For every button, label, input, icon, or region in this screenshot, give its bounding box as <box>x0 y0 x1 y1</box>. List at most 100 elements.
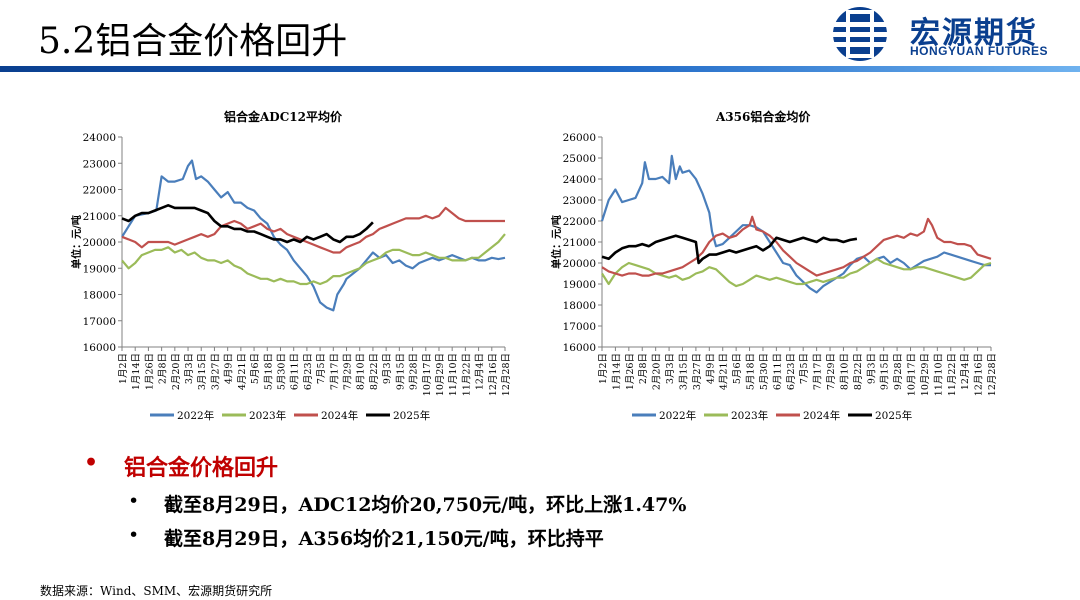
x-tick-label: 10月29日 <box>920 353 931 396</box>
x-tick-label: 1月14日 <box>131 353 142 390</box>
x-tick-label: 2月20日 <box>652 353 663 390</box>
x-tick-label: 6月23日 <box>303 353 314 390</box>
y-tick-label: 19000 <box>563 279 596 291</box>
a356-price-chart: 16000 17000 18000 19000 20000 21000 22000 23000… <box>550 132 998 422</box>
y-tick-label: 24000 <box>563 174 596 186</box>
y-tick-label: 26000 <box>563 132 596 144</box>
x-tick-label: 5月6日 <box>732 353 743 384</box>
x-tick-label: 4月21日 <box>719 353 730 390</box>
sub-bullet-adc12-text: 截至8月29日，ADC12均价20,750元/吨，环比上涨1.47% <box>164 494 687 516</box>
y-tick-label: 20000 <box>83 237 116 249</box>
series-2025-line <box>601 234 858 265</box>
main-bullet-text: 铝合金价格回升 <box>124 455 279 481</box>
x-tick-label: 12月16日 <box>488 353 499 396</box>
y-tick-label: 25000 <box>563 153 596 165</box>
hongyuan-logo-icon <box>828 7 892 61</box>
series-2023-line <box>121 233 506 286</box>
x-tick-label: 7月29日 <box>343 353 354 390</box>
legend-label: 2024年 <box>803 409 840 422</box>
y-tick-label: 17000 <box>563 321 596 333</box>
x-tick-label: 7月17日 <box>813 353 824 390</box>
y-tick-label: 16000 <box>83 342 116 354</box>
x-tick-label: 5月6日 <box>250 353 261 384</box>
x-tick-label: 9月3日 <box>866 353 877 384</box>
x-tick-label: 12月16日 <box>974 353 985 396</box>
page-title: 5.2铝合金价格回升 <box>38 21 348 62</box>
x-tick-label: 5月18日 <box>263 353 274 390</box>
x-tick-label: 2月8日 <box>638 353 649 384</box>
x-tick-label: 8月22日 <box>853 353 864 390</box>
legend-label: 2023年 <box>249 409 286 422</box>
y-tick-label: 16000 <box>563 342 596 354</box>
x-tick-label: 11月10日 <box>448 353 459 396</box>
series-2023-line <box>601 257 992 288</box>
x-tick-label: 8月10日 <box>356 353 367 390</box>
chart-title-adc12: 铝合金ADC12平均价 <box>224 110 342 124</box>
y-tick-label: 21000 <box>83 211 116 223</box>
data-source: 数据来源：Wind、SMM、宏源期货研究所 <box>40 584 273 598</box>
x-tick-label: 3月27日 <box>692 353 703 390</box>
x-tick-label: 11月22日 <box>947 353 958 396</box>
x-tick-label: 7月5日 <box>316 353 327 384</box>
x-tick-label: 5月30日 <box>759 353 770 390</box>
x-tick-label: 12月28日 <box>501 353 512 396</box>
series-2022-line <box>121 159 506 312</box>
x-tick-label: 12月4日 <box>960 353 971 390</box>
header-divider-bar <box>0 66 1080 72</box>
sub-bullet-a356-text: 截至8月29日，A356均价21,150元/吨，环比持平 <box>164 528 604 550</box>
x-tick-label: 7月29日 <box>826 353 837 390</box>
y-axis-label: 单位：元/吨 <box>70 215 83 269</box>
chart-title-a356: A356铝合金均价 <box>716 110 811 124</box>
x-tick-label: 10月29日 <box>435 353 446 396</box>
x-tick-label: 11月10日 <box>933 353 944 396</box>
legend-label: 2024年 <box>321 409 358 422</box>
x-tick-label: 2月8日 <box>158 353 169 384</box>
x-tick-label: 10月17日 <box>422 353 433 396</box>
x-tick-label: 8月10日 <box>839 353 850 390</box>
series-2025-line <box>121 204 374 244</box>
x-tick-label: 8月22日 <box>369 353 380 390</box>
x-tick-label: 7月17日 <box>329 353 340 390</box>
logo-chinese-name: 宏源期货 <box>910 16 1038 51</box>
y-tick-label: 18000 <box>563 300 596 312</box>
adc12-price-chart: 16000 17000 18000 19000 20000 21000 22000 23000… <box>70 132 512 422</box>
logo-english-name: HONGYUAN FUTURES <box>910 44 1049 58</box>
y-axis-label: 单位：元/吨 <box>550 215 563 269</box>
legend-label: 2022年 <box>177 409 214 422</box>
y-tick-label: 19000 <box>83 263 116 275</box>
x-tick-label: 9月3日 <box>382 353 393 384</box>
y-tick-label: 24000 <box>83 132 116 144</box>
y-tick-label: 23000 <box>563 195 596 207</box>
company-logo: 宏源期货 HONGYUAN FUTURES <box>826 6 1074 62</box>
x-tick-label: 9月28日 <box>893 353 904 390</box>
y-tick-label: 18000 <box>83 290 116 302</box>
y-tick-label: 17000 <box>83 316 116 328</box>
series-2024-line <box>121 206 505 254</box>
x-tick-label: 7月5日 <box>799 353 810 384</box>
x-tick-label: 5月30日 <box>276 353 287 390</box>
x-tick-label: 5月18日 <box>746 353 757 390</box>
x-tick-label: 6月11日 <box>772 353 783 390</box>
x-tick-label: 4月9日 <box>224 353 235 384</box>
bullet-icon: • <box>128 490 140 512</box>
x-tick-label: 4月21日 <box>237 353 248 390</box>
x-tick-label: 6月23日 <box>786 353 797 390</box>
bullet-icon: • <box>84 450 99 476</box>
x-tick-label: 11月22日 <box>461 353 472 396</box>
bullet-icon: • <box>128 524 140 546</box>
x-tick-label: 9月15日 <box>880 353 891 390</box>
x-tick-label: 3月15日 <box>678 353 689 390</box>
x-tick-label: 3月3日 <box>184 353 195 384</box>
series-2022-line <box>600 154 991 294</box>
x-tick-label: 1月26日 <box>625 353 636 390</box>
x-tick-label: 2月20日 <box>171 353 182 390</box>
y-tick-label: 23000 <box>83 158 116 170</box>
x-tick-label: 3月15日 <box>197 353 208 390</box>
legend-label: 2022年 <box>659 409 696 422</box>
x-tick-label: 3月3日 <box>665 353 676 384</box>
y-tick-label: 22000 <box>563 216 596 228</box>
x-tick-label: 9月15日 <box>395 353 406 390</box>
y-tick-label: 22000 <box>83 185 116 197</box>
x-tick-label: 1月14日 <box>611 353 622 390</box>
x-tick-label: 6月11日 <box>290 353 301 390</box>
